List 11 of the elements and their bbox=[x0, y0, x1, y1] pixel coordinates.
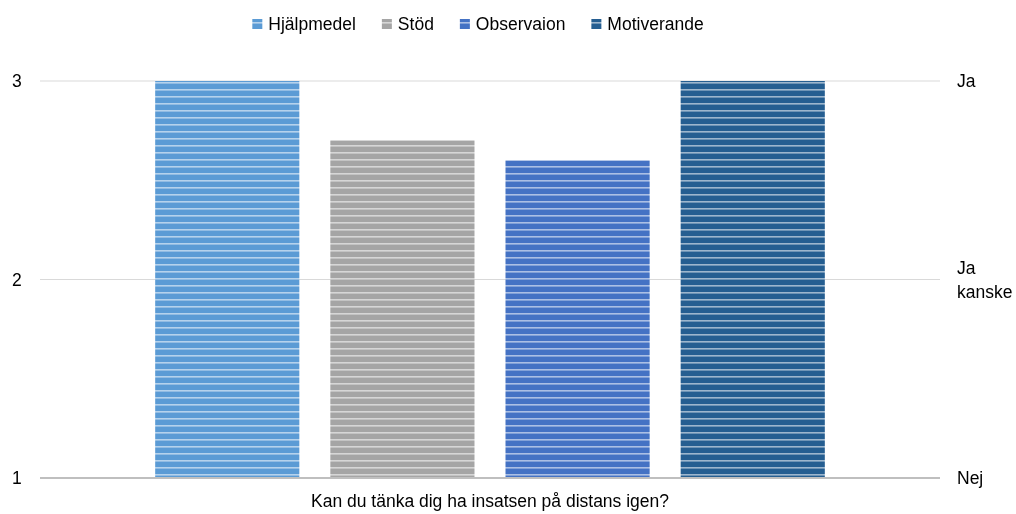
text: Ja bbox=[957, 71, 976, 91]
legend-label: Hjälpmedel bbox=[268, 14, 356, 34]
legend-label: Observaion bbox=[475, 14, 566, 34]
legend-label: Motiverande bbox=[607, 14, 704, 34]
y-tick-label: 1 bbox=[12, 468, 22, 489]
y-tick-label: 2 bbox=[12, 269, 22, 290]
text: Ja kanske bbox=[957, 257, 1013, 302]
y-tick-label: 3 bbox=[12, 71, 22, 92]
text: Nej bbox=[957, 468, 984, 488]
legend-label: Stöd bbox=[397, 14, 434, 34]
x-tick-label: Kan du tänka dig ha insatsen på distans igen? bbox=[310, 491, 670, 512]
